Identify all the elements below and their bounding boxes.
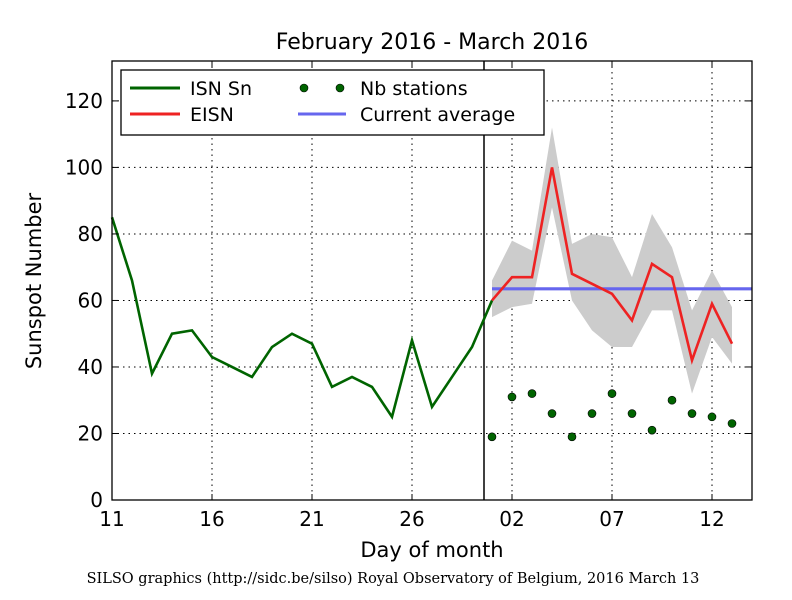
eisn-line — [491, 167, 734, 365]
nb-stations-point — [547, 409, 557, 418]
x-tick-label: 26 — [399, 507, 424, 531]
y-tick-labels: 0 20 40 60 80 100 120 — [65, 89, 103, 512]
legend-label: EISN — [190, 104, 234, 126]
nb-stations-point — [567, 432, 577, 442]
y-tick-label: 0 — [90, 488, 103, 512]
isn-sn-line — [110, 216, 494, 420]
y-tick-label: 40 — [78, 355, 103, 379]
nb-stations-point — [587, 409, 597, 418]
y-tick-label: 100 — [65, 155, 103, 179]
legend: ISN Sn Nb stations EISN Current average — [120, 69, 545, 136]
y-tick-label: 60 — [78, 288, 103, 312]
legend-label: Nb stations — [360, 78, 468, 100]
x-tick-label: 02 — [499, 507, 524, 531]
x-tick-labels: 11 16 21 26 02 07 12 — [99, 507, 724, 531]
nb-stations-dots — [487, 389, 737, 442]
x-tick-label: 11 — [99, 507, 124, 531]
y-tick-label: 120 — [65, 89, 103, 113]
legend-label: Current average — [360, 104, 515, 126]
y-tick-label: 20 — [78, 421, 103, 445]
x-tick-label: 07 — [599, 507, 624, 531]
eisn-error-band — [492, 127, 732, 394]
y-tick-label: 80 — [78, 222, 103, 246]
chart-title: February 2016 - March 2016 — [276, 30, 588, 55]
y-axis-label: Sunspot Number — [22, 192, 46, 369]
nb-stations-point — [687, 409, 697, 418]
nb-stations-point — [507, 392, 517, 402]
series-lines — [110, 167, 752, 420]
eisn-band-area — [492, 127, 732, 394]
x-tick-label: 12 — [699, 507, 724, 531]
nb-stations-point — [707, 412, 717, 422]
axis-ticks — [111, 61, 752, 501]
legend-box — [120, 69, 545, 136]
x-tick-label: 21 — [299, 507, 324, 531]
nb-stations-point — [487, 432, 497, 442]
x-axis-label: Day of month — [360, 538, 503, 562]
nb-stations-point — [727, 419, 737, 428]
legend-nb-stations-dot — [299, 83, 309, 93]
nb-stations-point — [527, 389, 537, 398]
credit-line: SILSO graphics (http://sidc.be/silso) Ro… — [87, 571, 700, 587]
x-tick-label: 16 — [199, 507, 224, 531]
legend-label: ISN Sn — [190, 78, 252, 100]
legend-nb-stations-dot — [335, 83, 345, 93]
nb-stations-point — [607, 389, 617, 398]
nb-stations-point — [667, 395, 677, 405]
plot-frame — [111, 60, 753, 501]
nb-stations-point — [627, 409, 637, 418]
nb-stations-point — [647, 425, 657, 435]
